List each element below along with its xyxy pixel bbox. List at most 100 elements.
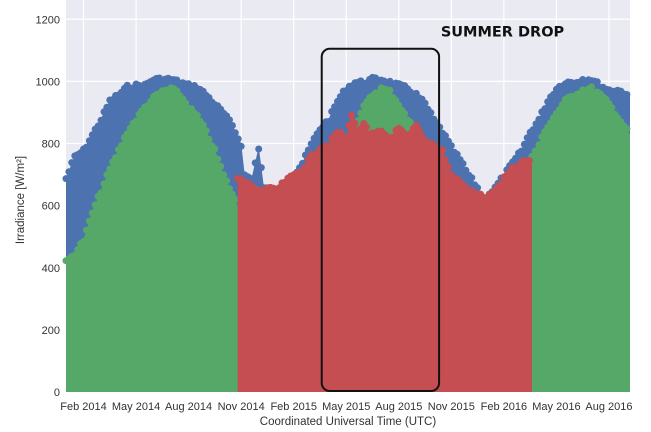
data-point: [427, 109, 435, 117]
annotations: SUMMER DROP: [320, 24, 565, 393]
data-point: [325, 118, 333, 125]
y-tick-label: 0: [54, 387, 60, 399]
data-point: [525, 157, 533, 165]
tick-labels: 0 200 400 600 800 1000 1200 Feb 2014 May 2014 Aug…: [36, 14, 633, 413]
y-tick-label: 400: [42, 263, 60, 275]
data-point: [62, 175, 70, 183]
data-point: [85, 217, 93, 225]
data-point: [202, 127, 210, 135]
data-point: [474, 184, 482, 192]
data-point: [257, 164, 265, 172]
data-point: [97, 189, 105, 197]
data-point: [234, 135, 242, 143]
data-point: [389, 133, 397, 141]
data-point: [459, 160, 467, 168]
data-point: [520, 140, 528, 148]
data-point: [132, 117, 140, 125]
y-axis-label: Irradiance [W/m²]: [15, 156, 27, 244]
data-point: [103, 171, 111, 179]
data-point: [348, 111, 355, 119]
data-point: [623, 91, 631, 98]
x-tick-label: Aug 2015: [375, 401, 422, 413]
data-point: [65, 168, 73, 176]
data-point: [211, 145, 219, 153]
data-point: [223, 177, 231, 185]
data-point: [220, 171, 228, 179]
data-point: [407, 118, 414, 126]
data-point: [226, 185, 233, 193]
data-point: [453, 150, 461, 158]
x-tick-label: May 2015: [322, 401, 370, 413]
data-point: [255, 145, 263, 153]
data-point: [237, 142, 245, 150]
data-point: [336, 93, 344, 101]
data-point: [228, 122, 236, 129]
y-tick-label: 1000: [36, 76, 60, 88]
x-tick-label: Aug 2016: [585, 401, 632, 413]
x-tick-label: Feb 2015: [270, 401, 316, 413]
data-point: [345, 121, 353, 129]
x-tick-label: May 2016: [532, 401, 580, 413]
data-point: [588, 83, 595, 91]
data-point: [123, 130, 131, 138]
x-tick-label: Aug 2014: [165, 401, 212, 413]
data-point: [447, 142, 455, 150]
data-point: [468, 174, 476, 182]
data-point: [593, 78, 601, 86]
data-point: [251, 159, 259, 167]
data-point: [421, 99, 429, 107]
data-point: [512, 154, 520, 162]
data-point: [342, 134, 350, 142]
data-point: [517, 147, 525, 155]
x-tick-label: Feb 2016: [481, 401, 527, 413]
x-tick-label: Feb 2014: [60, 401, 106, 413]
data-point: [325, 142, 333, 150]
data-point: [217, 162, 225, 170]
data-point: [97, 116, 105, 124]
y-tick-label: 600: [42, 201, 60, 213]
data-point: [357, 109, 365, 117]
data-point: [94, 122, 102, 130]
data-point: [558, 101, 566, 109]
data-point: [193, 111, 201, 119]
data-point: [88, 209, 96, 217]
y-tick-label: 1200: [36, 14, 60, 26]
data-point: [623, 125, 631, 133]
data-point: [199, 121, 207, 129]
x-axis-label: Coordinated Universal Time (UTC): [260, 416, 437, 428]
series-marks: [62, 73, 631, 393]
y-tick-label: 200: [42, 325, 60, 337]
data-point: [82, 143, 90, 151]
data-point: [538, 133, 546, 141]
data-point: [226, 116, 233, 124]
data-point: [415, 126, 423, 133]
data-point: [88, 131, 96, 139]
data-point: [231, 129, 239, 137]
data-point: [444, 163, 452, 171]
data-point: [535, 141, 543, 149]
data-point: [80, 238, 87, 245]
data-point: [182, 99, 190, 107]
data-point: [531, 147, 539, 155]
data-point: [91, 201, 99, 209]
data-point: [301, 163, 309, 171]
data-point: [550, 90, 557, 98]
data-point: [362, 123, 370, 131]
summer-drop-box: [320, 47, 441, 393]
summer-drop-label: SUMMER DROP: [441, 24, 565, 40]
data-point: [205, 135, 213, 143]
data-point: [401, 110, 409, 118]
series-area: [531, 87, 630, 392]
data-point: [74, 246, 82, 254]
data-point: [71, 251, 79, 259]
data-point: [523, 134, 531, 142]
x-tick-label: Nov 2014: [218, 401, 265, 413]
data-point: [231, 195, 239, 203]
y-tick-label: 800: [42, 139, 60, 151]
data-point: [103, 103, 111, 111]
data-point: [351, 119, 359, 127]
data-point: [214, 155, 222, 163]
data-point: [541, 105, 549, 113]
data-point: [442, 132, 449, 140]
